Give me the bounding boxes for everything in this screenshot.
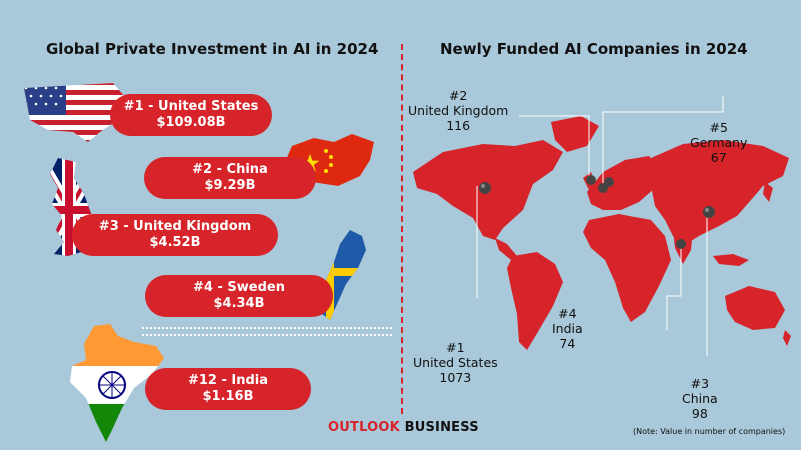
rank-label-united-states: #1 - United States bbox=[123, 99, 259, 114]
right-chart-title: Newly Funded AI Companies in 2024 bbox=[440, 40, 748, 58]
value-label-india: $1.16B bbox=[202, 389, 254, 404]
rank-label-china: #2 - China bbox=[192, 162, 268, 177]
chart-note: (Note: Value in number of companies) bbox=[633, 427, 786, 436]
rank-label-india: #12 - India bbox=[187, 373, 269, 388]
map-label-germany: #5 Germany 67 bbox=[690, 120, 748, 165]
value-label-united-states: $109.08B bbox=[156, 115, 226, 130]
map-label-india: #4 India 74 bbox=[552, 306, 583, 351]
value-label-china: $9.29B bbox=[204, 178, 256, 193]
bar-china: #2 - China $9.29B bbox=[144, 157, 316, 199]
dotted-separator bbox=[142, 327, 392, 329]
us-flag-icon bbox=[24, 83, 126, 142]
left-chart-title: Global Private Investment in AI in 2024 bbox=[46, 40, 379, 58]
world-map bbox=[413, 96, 791, 356]
rank-label-sweden: #4 - Sweden bbox=[193, 280, 285, 295]
dotted-separator bbox=[142, 334, 392, 336]
map-label-united-kingdom: #2 United Kingdom 116 bbox=[408, 88, 509, 133]
bar-sweden: #4 - Sweden $4.34B bbox=[145, 275, 333, 317]
brand-logo: OUTLOOK BUSINESS bbox=[328, 420, 479, 435]
section-divider bbox=[401, 44, 403, 414]
value-label-united-kingdom: $4.52B bbox=[149, 235, 201, 250]
value-label-sweden: $4.34B bbox=[213, 296, 265, 311]
bar-united-kingdom: #3 - United Kingdom $4.52B bbox=[72, 214, 278, 256]
bar-united-states: #1 - United States $109.08B bbox=[110, 94, 272, 136]
rank-label-united-kingdom: #3 - United Kingdom bbox=[98, 219, 252, 234]
bar-india: #12 - India $1.16B bbox=[145, 368, 311, 410]
map-label-china: #3 China 98 bbox=[682, 376, 718, 421]
map-pin-icon bbox=[479, 175, 715, 249]
map-label-united-states: #1 United States 1073 bbox=[413, 340, 498, 385]
